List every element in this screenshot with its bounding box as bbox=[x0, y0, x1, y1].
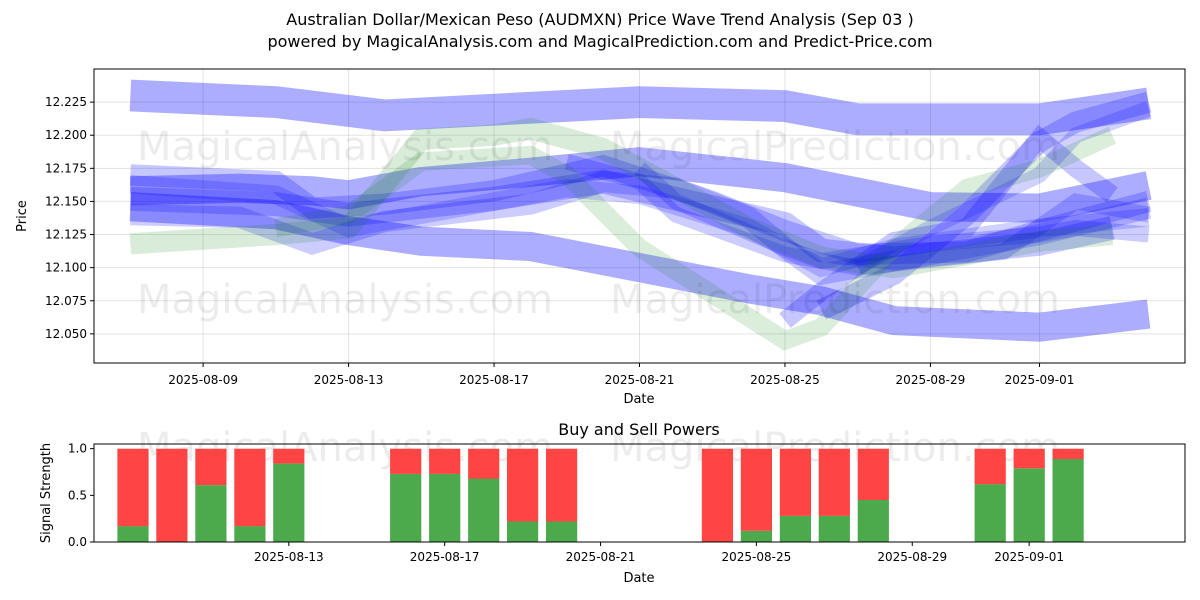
sell-bar bbox=[701, 448, 733, 542]
sell-bar bbox=[273, 448, 305, 464]
sell-bar bbox=[1013, 448, 1045, 469]
buy-bar bbox=[234, 526, 266, 542]
sell-bar bbox=[429, 448, 461, 474]
price-band-blue-2 bbox=[129, 192, 1151, 342]
price-x-tick-label: 2025-08-09 bbox=[168, 373, 238, 387]
buy-bar bbox=[390, 473, 422, 542]
buy-sell-x-tick-label: 2025-08-13 bbox=[254, 550, 324, 564]
buy-bar bbox=[779, 515, 811, 542]
buy-bar bbox=[818, 515, 850, 542]
buy-sell-bars bbox=[117, 448, 1084, 542]
buy-bar bbox=[740, 530, 772, 542]
buy-sell-title: Buy and Sell Powers bbox=[558, 420, 720, 439]
price-x-tick-label: 2025-08-25 bbox=[750, 373, 820, 387]
buy-sell-y-tick-label: 0.0 bbox=[68, 535, 87, 549]
buy-sell-x-tick-label: 2025-08-29 bbox=[877, 550, 947, 564]
buy-sell-x-tick-label: 2025-08-25 bbox=[722, 550, 792, 564]
price-y-tick-label: 12.225 bbox=[45, 95, 87, 109]
price-x-tick-label: 2025-08-13 bbox=[314, 373, 384, 387]
buy-sell-x-ticks: 2025-08-13 2025-08-17 2025-08-21 2025-08-25… bbox=[254, 542, 1064, 564]
sell-bar bbox=[156, 448, 188, 542]
buy-bar bbox=[195, 485, 227, 542]
buy-sell-y-tick-label: 0.5 bbox=[68, 488, 87, 502]
price-y-ticks: 12.050 12.075 12.100 12.125 12.150 12.175 12.2… bbox=[45, 95, 94, 341]
buy-sell-y-axis-label: Signal Strength bbox=[39, 443, 54, 543]
price-band-blue-8 bbox=[564, 154, 1151, 276]
price-band-blue-0 bbox=[129, 79, 1151, 136]
buy-sell-chart: Buy and Sell Powers MagicalAnalysis.com … bbox=[39, 420, 1186, 586]
price-band-blue-7 bbox=[634, 162, 1150, 270]
buy-bar bbox=[546, 521, 578, 542]
buy-bar bbox=[974, 484, 1006, 542]
price-x-axis-label: Date bbox=[623, 392, 654, 407]
buy-bar bbox=[857, 500, 889, 542]
price-band-blue-4 bbox=[129, 154, 1152, 266]
sell-bar bbox=[117, 448, 149, 527]
buy-bar bbox=[1052, 458, 1084, 542]
price-wave-chart: MagicalAnalysis.com MagicalPrediction.co… bbox=[15, 68, 1186, 407]
buy-bar bbox=[468, 478, 500, 542]
buy-sell-y-tick-label: 1.0 bbox=[68, 442, 87, 456]
watermark-analysis-top: MagicalAnalysis.com bbox=[137, 124, 553, 170]
buy-sell-x-tick-label: 2025-08-17 bbox=[410, 550, 480, 564]
sell-bar bbox=[740, 448, 772, 531]
sell-bar bbox=[779, 448, 811, 516]
price-band-blue-6 bbox=[129, 174, 1150, 278]
buy-sell-plot-frame bbox=[93, 443, 1186, 543]
sell-bar bbox=[390, 448, 422, 474]
price-band-green-12 bbox=[129, 117, 1114, 279]
price-y-tick-label: 12.175 bbox=[45, 161, 87, 175]
buy-bar bbox=[273, 463, 305, 542]
price-x-ticks: 2025-08-09 2025-08-13 2025-08-17 2025-08-21… bbox=[168, 363, 1074, 387]
price-band-blue-3 bbox=[129, 169, 1115, 271]
chart-subtitle: powered by MagicalAnalysis.com and Magic… bbox=[267, 32, 932, 51]
price-band-blue-1 bbox=[130, 147, 1152, 223]
buy-sell-x-tick-label: 2025-09-01 bbox=[994, 550, 1064, 564]
price-band-blue-9 bbox=[779, 124, 1118, 328]
price-band-blue-10 bbox=[816, 91, 1152, 320]
sell-bar bbox=[857, 448, 889, 500]
price-x-tick-label: 2025-08-17 bbox=[459, 373, 529, 387]
buy-sell-x-tick-label: 2025-08-21 bbox=[566, 550, 636, 564]
price-y-axis-label: Price bbox=[15, 200, 30, 232]
price-y-tick-label: 12.125 bbox=[45, 228, 87, 242]
price-band-green-13 bbox=[274, 126, 1117, 351]
price-band-blue-11 bbox=[853, 101, 1152, 275]
price-y-tick-label: 12.200 bbox=[45, 128, 87, 142]
price-y-tick-label: 12.100 bbox=[45, 261, 87, 275]
price-x-tick-label: 2025-08-29 bbox=[896, 373, 966, 387]
price-x-tick-label: 2025-09-01 bbox=[1005, 373, 1075, 387]
price-y-tick-label: 12.075 bbox=[45, 294, 87, 308]
sell-bar bbox=[468, 448, 500, 479]
watermark-prediction-top: MagicalPrediction.com bbox=[610, 124, 1060, 170]
sell-bar bbox=[1052, 448, 1084, 459]
price-band-blue-5 bbox=[130, 170, 1152, 286]
buy-bar bbox=[429, 473, 461, 542]
chart-title: Australian Dollar/Mexican Peso (AUDMXN) … bbox=[286, 10, 913, 29]
watermark-prediction-mid: MagicalPrediction.com bbox=[610, 277, 1060, 323]
price-x-tick-label: 2025-08-21 bbox=[605, 373, 675, 387]
sell-bar bbox=[195, 448, 227, 486]
sell-bar bbox=[546, 448, 578, 522]
price-bands bbox=[129, 79, 1152, 351]
sell-bar bbox=[507, 448, 539, 522]
price-y-tick-label: 12.050 bbox=[45, 327, 87, 341]
sell-bar bbox=[818, 448, 850, 516]
sell-bar bbox=[974, 448, 1006, 485]
buy-bar bbox=[1013, 468, 1045, 542]
buy-sell-x-axis-label: Date bbox=[623, 571, 654, 586]
sell-bar bbox=[234, 448, 266, 527]
price-y-tick-label: 12.150 bbox=[45, 194, 87, 208]
buy-bar bbox=[507, 521, 539, 542]
price-grid bbox=[94, 69, 1185, 363]
buy-bar bbox=[117, 526, 149, 542]
buy-sell-y-ticks: 0.0 0.5 1.0 bbox=[68, 442, 94, 549]
watermark-analysis-mid: MagicalAnalysis.com bbox=[137, 277, 553, 323]
